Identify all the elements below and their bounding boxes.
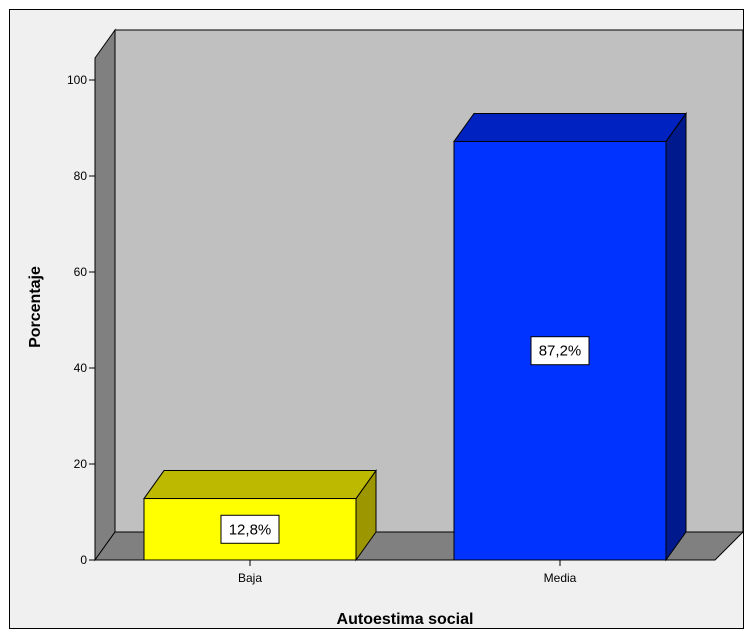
x-axis-title: Autoestima social: [337, 611, 474, 628]
y-tick-label: 20: [74, 457, 88, 471]
bar-side: [665, 111, 687, 562]
data-label: 87,2%: [539, 343, 582, 360]
y-tick-label: 40: [74, 361, 88, 375]
data-label-box: [220, 514, 280, 544]
x-axis: Baja Media: [95, 559, 715, 585]
bar-top: [453, 112, 687, 142]
bar-media: 87,2%: [453, 111, 687, 562]
data-label-box: [530, 336, 590, 366]
y-axis-title: Porcentaje: [27, 266, 44, 348]
bars: 12,8% 87,2%: [143, 111, 687, 562]
bar-top: [143, 470, 377, 500]
bar-baja: 12,8%: [143, 468, 377, 562]
y-axis: 0 20 40 60 80 100: [67, 73, 96, 567]
y-tick-label: 100: [67, 73, 87, 87]
chart-side-wall: [94, 28, 116, 562]
y-tick-label: 60: [74, 265, 88, 279]
data-label: 12,8%: [229, 521, 272, 538]
x-tick-label: Media: [544, 571, 577, 585]
y-tick-label: 0: [80, 553, 87, 567]
x-tick-label: Baja: [238, 571, 262, 585]
y-tick-label: 80: [74, 169, 88, 183]
